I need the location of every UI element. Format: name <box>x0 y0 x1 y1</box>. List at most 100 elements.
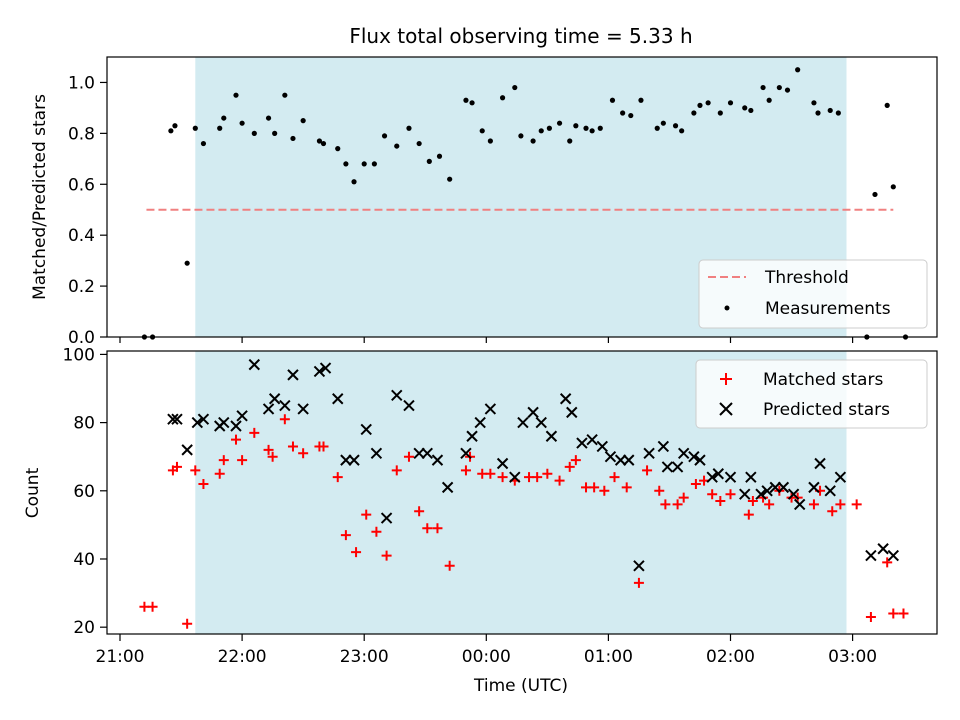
matched-star-point <box>865 611 876 622</box>
predicted-star-point <box>466 430 478 442</box>
predicted-star-point <box>262 403 275 415</box>
y-tick-label: 20 <box>73 618 95 638</box>
measurement-point <box>784 87 791 93</box>
measurement-point <box>172 123 178 129</box>
measurement-point <box>697 102 703 108</box>
legend-measurements-label: Measurements <box>765 299 891 319</box>
measurement-point <box>638 97 644 103</box>
predicted-star-point <box>887 549 900 562</box>
predicted-star-point <box>614 454 627 466</box>
measurement-point <box>660 120 666 126</box>
measurement-point <box>251 130 257 136</box>
measurements-layer <box>141 67 909 340</box>
measurement-point <box>447 176 453 182</box>
measurement-point <box>583 125 589 131</box>
matched-star-point <box>422 523 433 534</box>
matched-star-point <box>340 530 351 541</box>
matched-star-point <box>182 618 193 629</box>
matched-star-point <box>542 468 553 479</box>
matched-star-point <box>827 506 838 517</box>
predicted-star-point <box>197 413 210 425</box>
predicted-star-point <box>370 447 383 459</box>
matched-star-point <box>898 608 909 619</box>
measurement-point <box>265 115 272 121</box>
matched-star-point <box>371 526 382 537</box>
predicted-star-point <box>380 512 393 524</box>
predicted-star-point <box>509 471 521 483</box>
predicted-star-point <box>313 365 326 378</box>
predicted-star-point <box>360 423 372 436</box>
matched-star-point <box>351 547 362 558</box>
x-tick-label: 22:00 <box>218 647 267 667</box>
measurement-point <box>518 133 524 139</box>
measurement-point <box>426 158 432 164</box>
matched-star-point <box>654 485 665 496</box>
predicted-star-point <box>814 457 826 470</box>
y-tick-label: 0.2 <box>68 277 95 297</box>
measurement-point <box>884 102 890 108</box>
measurement-point <box>628 112 634 119</box>
chart-title: Flux total observing time = 5.33 h <box>349 24 692 48</box>
predicted-star-point <box>348 454 360 466</box>
measurement-point <box>795 67 801 73</box>
matched-star-point <box>609 472 620 483</box>
matched-star-point <box>690 478 701 489</box>
measurement-point <box>320 140 327 147</box>
predicted-star-point <box>527 406 539 419</box>
measurement-point <box>654 125 660 131</box>
predicted-star-point <box>332 393 344 405</box>
measurement-point <box>406 125 412 131</box>
matched-star-point <box>725 489 736 500</box>
predicted-star-point <box>661 461 674 473</box>
predicted-star-point <box>576 437 588 449</box>
predicted-star-point <box>287 369 299 381</box>
predicted-star-point <box>824 485 836 497</box>
legend-predicted-label: Predicted stars <box>763 400 890 420</box>
x-tick-label: 02:00 <box>706 647 755 667</box>
y-tick-label: 0.0 <box>68 328 95 348</box>
predicted-star-point <box>745 471 757 483</box>
matched-star-point <box>485 468 496 479</box>
measurement-point <box>192 125 198 131</box>
matched-star-point <box>298 448 309 459</box>
predicted-star-point <box>484 403 497 415</box>
x-tick-label: 23:00 <box>340 647 389 667</box>
x-tick-label: 01:00 <box>584 647 633 667</box>
measurement-point <box>679 128 685 134</box>
predicted-star-point <box>517 416 529 429</box>
matched-star-point <box>764 499 775 510</box>
matched-star-point <box>851 499 862 510</box>
measurement-point <box>381 133 388 139</box>
predicted-star-point <box>340 454 352 466</box>
measurement-point <box>530 138 536 144</box>
y-tick-label: 40 <box>73 550 95 570</box>
predicted-star-point <box>865 549 877 562</box>
measurement-point <box>573 123 579 129</box>
predicted-star-point <box>191 416 204 429</box>
measurement-point <box>436 153 443 159</box>
measurement-point <box>361 161 367 167</box>
predicted-star-point <box>769 481 781 494</box>
matched-star-point <box>633 577 644 588</box>
matched-star-point <box>660 499 671 510</box>
measurement-point <box>479 128 485 134</box>
ratio-y-ticks: 0.0 0.2 0.4 0.6 0.8 1.0 <box>68 73 107 348</box>
matched-star-point <box>214 468 225 479</box>
y-tick-label: 80 <box>73 414 95 434</box>
predicted-star-point <box>460 447 472 459</box>
predicted-star-point <box>777 481 790 494</box>
measurement-point <box>221 115 227 121</box>
count-y-axis-label: Count <box>23 467 43 518</box>
measurement-point <box>827 107 833 114</box>
matched-star-point <box>332 472 343 483</box>
matched-star-point <box>707 489 718 500</box>
count-axes-frame <box>106 350 938 635</box>
predicted-star-point <box>623 454 635 466</box>
predicted-star-point <box>535 416 547 429</box>
measurement-point <box>835 110 841 116</box>
ratio-legend-box <box>698 259 928 329</box>
measurement-point <box>394 143 400 149</box>
matched-star-point <box>621 482 632 493</box>
x-tick-label: 21:00 <box>96 647 145 667</box>
